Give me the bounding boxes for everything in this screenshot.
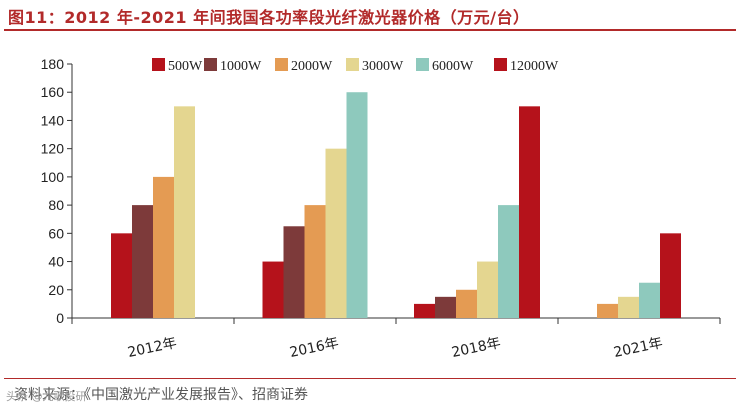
bar-2018年-2000W xyxy=(456,289,477,318)
legend-label-6000W: 6000W xyxy=(432,59,474,74)
legend-swatch-1000W xyxy=(204,58,217,71)
bar-2021年-2000W xyxy=(597,303,618,318)
y-tick-label: 100 xyxy=(41,169,65,185)
y-tick-label: 140 xyxy=(41,112,65,128)
legend-label-500W: 500W xyxy=(168,59,203,74)
y-tick-label: 160 xyxy=(41,84,65,100)
y-tick-label: 60 xyxy=(48,225,64,241)
legend-label-2000W: 2000W xyxy=(291,59,333,74)
legend-label-3000W: 3000W xyxy=(362,59,404,74)
y-tick-label: 120 xyxy=(41,141,65,157)
footer-divider xyxy=(4,378,736,379)
bar-2016年-500W xyxy=(262,261,284,318)
x-category-label: 2021年 xyxy=(612,335,664,361)
legend-swatch-3000W xyxy=(346,58,359,71)
y-tick-label: 80 xyxy=(48,197,64,213)
bar-2016年-6000W xyxy=(346,92,368,318)
y-tick-label: 180 xyxy=(41,56,65,72)
legend-swatch-6000W xyxy=(416,58,429,71)
x-category-label: 2016年 xyxy=(288,335,340,361)
legend-swatch-2000W xyxy=(275,58,288,71)
bar-2016年-2000W xyxy=(304,205,326,318)
bar-2021年-6000W xyxy=(639,282,660,318)
bar-2018年-3000W xyxy=(477,261,498,318)
watermark: 头条 @九歌投研 xyxy=(6,390,87,403)
bar-2012年-2000W xyxy=(153,176,174,318)
bar-2018年-1000W xyxy=(435,296,456,318)
source-note: 资料来源：《中国激光产业发展报告》、招商证券 xyxy=(14,387,308,403)
bar-2018年-500W xyxy=(414,303,435,318)
bar-2016年-1000W xyxy=(283,226,305,318)
title-divider xyxy=(4,29,736,31)
legend-label-12000W: 12000W xyxy=(510,59,559,74)
x-category-label: 2012年 xyxy=(126,335,178,361)
x-category-label: 2018年 xyxy=(450,335,502,361)
bar-2021年-12000W xyxy=(660,233,681,318)
legend-swatch-500W xyxy=(152,58,165,71)
bar-2021年-3000W xyxy=(618,296,639,318)
y-tick-label: 40 xyxy=(48,254,64,270)
chart-title: 图11：2012 年-2021 年间我国各功率段光纤激光器价格（万元/台） xyxy=(8,8,530,27)
bar-2016年-3000W xyxy=(325,148,347,318)
bar-2018年-12000W xyxy=(519,106,540,318)
bar-2012年-3000W xyxy=(174,106,195,318)
legend-label-1000W: 1000W xyxy=(220,59,262,74)
legend-swatch-12000W xyxy=(494,58,507,71)
y-tick-label: 20 xyxy=(48,282,64,298)
bar-2012年-1000W xyxy=(132,205,153,318)
y-tick-label: 0 xyxy=(56,310,64,326)
bar-2012年-500W xyxy=(111,233,132,318)
bar-2018年-6000W xyxy=(498,205,519,318)
